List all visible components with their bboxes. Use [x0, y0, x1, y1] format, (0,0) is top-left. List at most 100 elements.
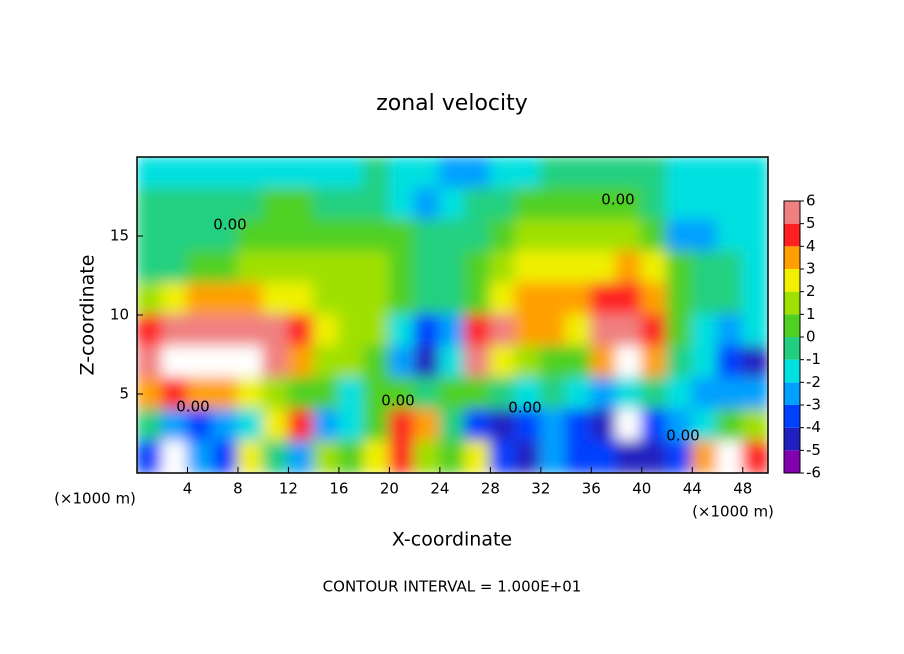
cell	[590, 219, 618, 253]
cell	[186, 440, 214, 473]
cell	[741, 314, 768, 348]
cell	[640, 250, 669, 285]
cell	[262, 157, 290, 190]
cell	[741, 250, 768, 285]
cell	[741, 157, 768, 190]
chart-title: zonal velocity	[376, 91, 528, 116]
cell	[337, 250, 366, 285]
cell	[262, 250, 290, 285]
x-tick-label: 44	[683, 480, 702, 498]
cell	[287, 219, 315, 253]
cell	[438, 314, 467, 348]
cell	[137, 408, 164, 443]
cell	[312, 282, 340, 316]
cell	[363, 408, 391, 443]
field	[137, 157, 768, 473]
cell	[186, 282, 214, 316]
cell	[363, 282, 391, 316]
cells	[137, 157, 768, 473]
cell	[287, 345, 315, 380]
cell	[236, 219, 265, 253]
cell	[413, 377, 441, 411]
contour-label: 0.00	[213, 216, 246, 234]
cell	[615, 345, 643, 380]
x-tick-label: 36	[582, 480, 601, 498]
cell	[640, 187, 669, 222]
cell	[262, 440, 290, 473]
cell	[565, 250, 593, 285]
cell	[539, 377, 568, 411]
cell	[413, 345, 441, 380]
cell	[337, 314, 366, 348]
cell	[615, 219, 643, 253]
cell	[211, 377, 239, 411]
cell	[565, 157, 593, 190]
cell	[211, 282, 239, 316]
colorbar-band	[784, 201, 800, 224]
colorbar-tick-label: 3	[806, 260, 816, 278]
cell	[489, 440, 517, 473]
cell	[438, 282, 467, 316]
cell	[262, 377, 290, 411]
cell	[666, 282, 694, 316]
cell	[691, 408, 719, 443]
cell	[691, 377, 719, 411]
cell	[211, 157, 239, 190]
cell	[590, 314, 618, 348]
cell	[539, 219, 568, 253]
cell	[186, 157, 214, 190]
cell	[287, 250, 315, 285]
cell	[539, 250, 568, 285]
cell	[236, 157, 265, 190]
cell	[413, 250, 441, 285]
cell	[236, 314, 265, 348]
cell	[186, 187, 214, 222]
cell	[640, 345, 669, 380]
x-axis-label: X-coordinate	[392, 529, 512, 551]
cell	[287, 408, 315, 443]
cell	[691, 157, 719, 190]
cell	[337, 345, 366, 380]
cell	[539, 282, 568, 316]
cell	[137, 250, 164, 285]
colorbar-tick-label: -5	[806, 441, 821, 459]
cell	[137, 345, 164, 380]
cell	[388, 282, 416, 316]
cell	[186, 219, 214, 253]
cell	[236, 345, 265, 380]
cell	[565, 187, 593, 222]
cell	[514, 408, 542, 443]
colorbar-tick-label: -6	[806, 464, 821, 482]
cell	[464, 187, 492, 222]
cell	[312, 377, 340, 411]
cell	[640, 377, 669, 411]
y-axis-label: Z-coordinate	[77, 255, 99, 376]
cell	[137, 282, 164, 316]
cell	[615, 282, 643, 316]
cell	[186, 377, 214, 411]
cell	[211, 219, 239, 253]
cell	[438, 377, 467, 411]
cell	[236, 377, 265, 411]
cell	[539, 157, 568, 190]
cell	[262, 219, 290, 253]
cell	[388, 314, 416, 348]
cell	[615, 377, 643, 411]
cell	[363, 250, 391, 285]
contour-label: 0.00	[381, 392, 414, 410]
cell	[363, 345, 391, 380]
cell	[691, 440, 719, 473]
cell	[464, 440, 492, 473]
cell	[161, 250, 189, 285]
y-tick-label: 5	[119, 385, 129, 403]
cell	[464, 157, 492, 190]
cell	[388, 408, 416, 443]
cell	[137, 157, 164, 190]
y-tick-label: 10	[110, 306, 129, 324]
cell	[438, 187, 467, 222]
cell	[236, 440, 265, 473]
cell	[287, 440, 315, 473]
cell	[464, 408, 492, 443]
cell	[413, 408, 441, 443]
